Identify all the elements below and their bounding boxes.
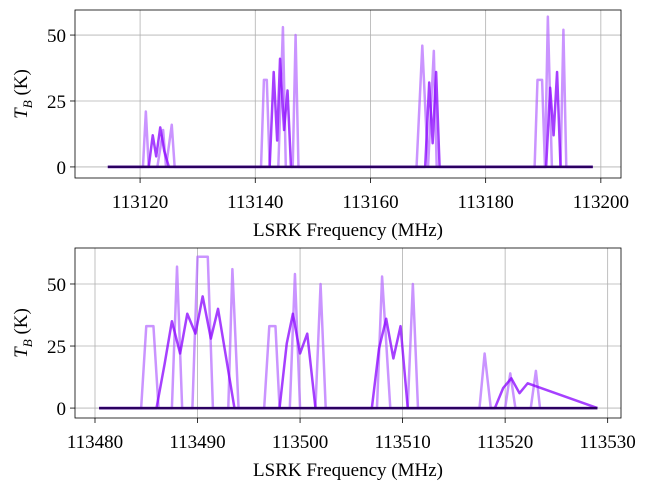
y-tick-label: 50 — [47, 275, 66, 296]
subplot: 113480 113490 113500 113510 113520 113530 0 25 5… — [11, 247, 636, 481]
spectrum-line — [107, 15, 593, 169]
x-tick-label: 113530 — [580, 432, 636, 453]
x-tick-label: 113200 — [573, 192, 629, 213]
y-label-main: T — [11, 346, 32, 358]
y-tick-label: 0 — [57, 399, 67, 420]
x-tick-label: 113160 — [342, 192, 398, 213]
x-tick-label: 113140 — [227, 192, 283, 213]
x-axis-label: LSRK Frequency (MHz) — [253, 460, 443, 481]
x-tick-label: 113510 — [374, 432, 430, 453]
x-tick-label: 113520 — [477, 432, 533, 453]
y-axis-label: TB (K) — [11, 308, 35, 358]
x-tick-label: 113500 — [272, 432, 328, 453]
spectrum-line — [107, 57, 593, 169]
spectrum-line — [99, 295, 598, 410]
y-tick-label: 25 — [47, 92, 66, 113]
y-tick-label: 0 — [57, 158, 67, 179]
y-label-main: T — [11, 107, 32, 119]
y-label-unit: (K) — [11, 308, 32, 339]
y-tick-label: 50 — [47, 26, 66, 47]
y-tick-label: 25 — [47, 337, 66, 358]
plot-frame — [74, 9, 622, 179]
y-label-sub: B — [20, 339, 35, 347]
x-axis-label: LSRK Frequency (MHz) — [253, 220, 443, 241]
x-tick-label: 113120 — [112, 192, 168, 213]
x-tick-label: 113180 — [458, 192, 514, 213]
subplot: 113120 113140 113160 113180 113200 0 25 50 LSRK … — [11, 9, 629, 241]
y-label-sub: B — [20, 100, 35, 108]
x-tick-label: 113490 — [169, 432, 225, 453]
y-axis-label: TB (K) — [11, 69, 35, 119]
y-label-unit: (K) — [11, 69, 32, 100]
plot-frame — [74, 247, 622, 419]
x-tick-label: 113480 — [67, 432, 123, 453]
